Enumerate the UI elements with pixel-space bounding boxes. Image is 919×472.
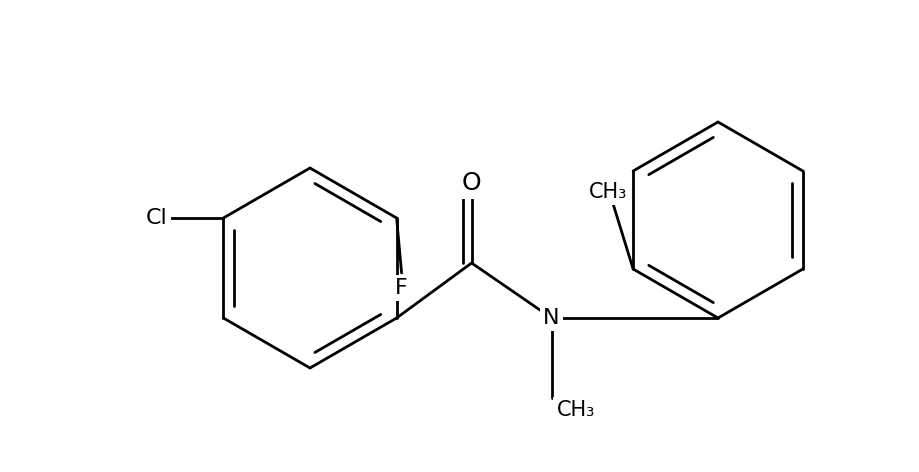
Text: CH₃: CH₃ xyxy=(588,182,627,202)
Text: O: O xyxy=(461,171,481,195)
Text: Cl: Cl xyxy=(145,208,167,228)
Text: F: F xyxy=(395,278,407,298)
Text: N: N xyxy=(543,308,560,328)
Text: CH₃: CH₃ xyxy=(556,400,595,420)
